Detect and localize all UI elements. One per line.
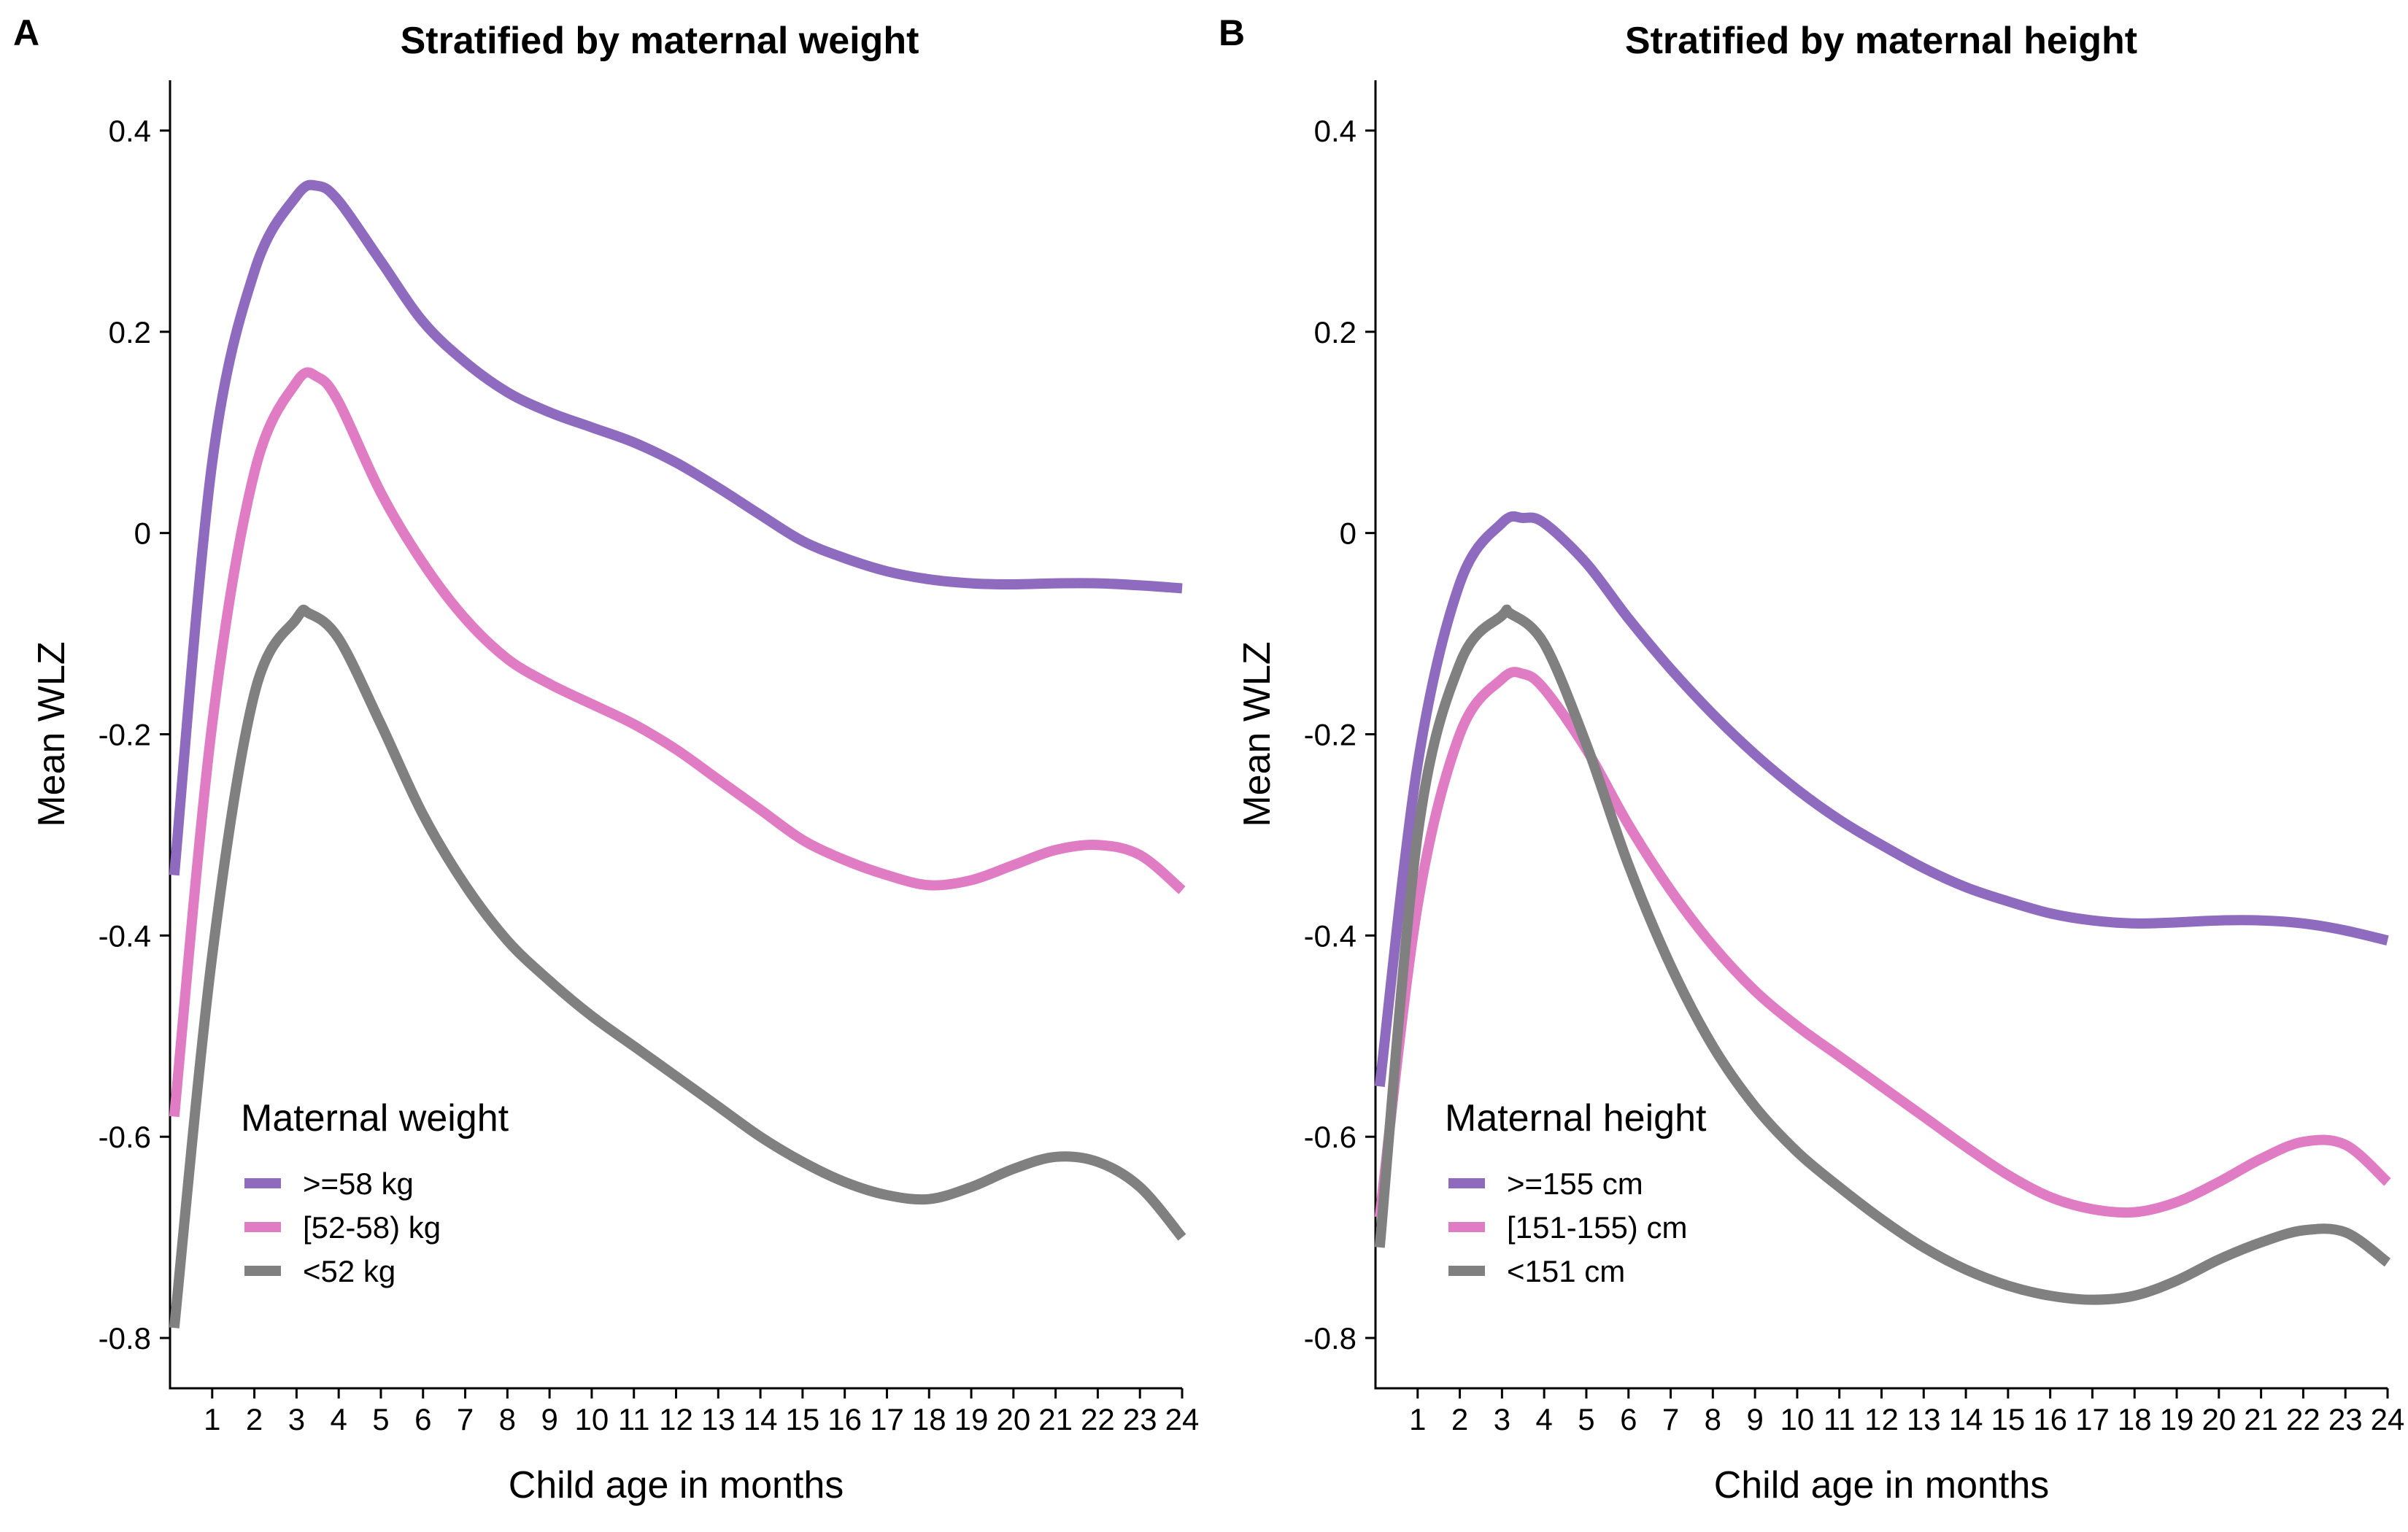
x-tick-label: 4 — [330, 1402, 347, 1436]
x-tick-label: 6 — [1620, 1402, 1637, 1436]
x-tick-label: 23 — [2328, 1402, 2363, 1436]
y-tick-label: -0.6 — [99, 1120, 151, 1154]
x-tick-label: 10 — [575, 1402, 609, 1436]
x-tick-label: 17 — [2075, 1402, 2110, 1436]
chart-panel-a: A Stratified by maternal weight -0.8 -0.6 -0… — [13, 12, 1199, 1506]
legend-label-3: <52 kg — [303, 1254, 395, 1288]
legend-label-1: >=155 cm — [1507, 1167, 1643, 1201]
y-tick-label: -0.2 — [1304, 718, 1357, 752]
x-tick-label: 20 — [996, 1402, 1030, 1436]
x-tick-label: 11 — [618, 1402, 650, 1436]
x-tick-label: 21 — [2244, 1402, 2278, 1436]
panel-letter: B — [1219, 12, 1245, 53]
panel-title: Stratified by maternal height — [1625, 20, 2137, 62]
x-tick-label: 8 — [1705, 1402, 1721, 1436]
x-tick-label: 16 — [827, 1402, 862, 1436]
x-tick-label: 11 — [1824, 1402, 1856, 1436]
series-line-2 — [1374, 667, 2391, 1218]
x-tick-label: 7 — [457, 1402, 474, 1436]
y-tick-label: -0.8 — [1304, 1321, 1357, 1355]
y-tick-label: -0.4 — [1304, 918, 1357, 953]
y-tick-label: 0 — [1340, 517, 1357, 551]
x-tick-label: 9 — [1746, 1402, 1763, 1436]
legend: Maternal height >=155 cm [151-155) cm <151 … — [1445, 1097, 1707, 1288]
x-tick-label: 3 — [288, 1402, 305, 1436]
legend-label-2: [52-58) kg — [303, 1210, 441, 1245]
y-tick-label: -0.2 — [99, 718, 151, 752]
x-tick-label: 3 — [1494, 1402, 1510, 1436]
series-line-3 — [1374, 604, 2391, 1305]
x-tick-label: 17 — [870, 1402, 904, 1436]
x-tick-label: 18 — [912, 1402, 946, 1436]
x-tick-label: 23 — [1123, 1402, 1157, 1436]
y-tick-label: -0.4 — [99, 918, 151, 953]
x-tick-label: 5 — [372, 1402, 389, 1436]
legend-title: Maternal height — [1445, 1097, 1707, 1140]
y-tick-label: -0.6 — [1304, 1120, 1357, 1154]
panel-letter: A — [13, 12, 39, 53]
x-tick-label: 14 — [744, 1402, 778, 1436]
x-tick-label: 13 — [1907, 1402, 1941, 1436]
x-tick-label: 7 — [1662, 1402, 1679, 1436]
legend-label-1: >=58 kg — [303, 1167, 414, 1201]
x-tick-label: 12 — [659, 1402, 693, 1436]
series-line-1 — [1374, 511, 2389, 1088]
legend-title: Maternal weight — [241, 1097, 509, 1140]
y-tick-label: 0.2 — [1314, 315, 1357, 349]
y-tick-label: -0.8 — [99, 1321, 151, 1355]
y-axis-title: Mean WLZ — [31, 641, 73, 827]
y-axis-title: Mean WLZ — [1236, 641, 1278, 827]
y-tick-label: 0.4 — [1314, 114, 1357, 148]
x-tick-label: 15 — [786, 1402, 820, 1436]
series-line-2 — [169, 367, 1186, 1118]
legend: Maternal weight >=58 kg [52-58) kg <52 kg — [241, 1097, 509, 1288]
chart-panel-b: B Stratified by maternal height -0.8 -0.6 -0… — [1219, 12, 2404, 1506]
x-tick-label: 20 — [2201, 1402, 2236, 1436]
x-tick-label: 2 — [246, 1402, 263, 1436]
x-tick-label: 4 — [1535, 1402, 1552, 1436]
y-tick-label: 0.2 — [109, 315, 151, 349]
panel-title: Stratified by maternal weight — [401, 20, 919, 62]
series-line-1 — [169, 179, 1183, 876]
x-tick-label: 5 — [1578, 1402, 1594, 1436]
x-tick-label: 18 — [2118, 1402, 2152, 1436]
x-tick-label: 6 — [414, 1402, 431, 1436]
x-tick-label: 10 — [1780, 1402, 1815, 1436]
x-tick-label: 21 — [1038, 1402, 1073, 1436]
x-tick-label: 16 — [2033, 1402, 2067, 1436]
x-tick-label: 14 — [1949, 1402, 1983, 1436]
x-tick-label: 22 — [1081, 1402, 1115, 1436]
x-tick-label: 24 — [1165, 1402, 1200, 1436]
x-tick-label: 19 — [954, 1402, 989, 1436]
y-tick-label: 0.4 — [109, 114, 151, 148]
x-tick-label: 22 — [2286, 1402, 2320, 1436]
x-tick-label: 8 — [499, 1402, 516, 1436]
x-axis-title: Child age in months — [1714, 1464, 2050, 1506]
x-tick-label: 19 — [2160, 1402, 2194, 1436]
y-tick-label: 0 — [134, 517, 151, 551]
x-tick-label: 24 — [2371, 1402, 2405, 1436]
x-tick-label: 15 — [1991, 1402, 2026, 1436]
legend-label-3: <151 cm — [1507, 1254, 1625, 1288]
x-tick-label: 13 — [701, 1402, 736, 1436]
x-tick-label: 1 — [204, 1402, 220, 1436]
x-tick-label: 9 — [541, 1402, 557, 1436]
x-axis-title: Child age in months — [509, 1464, 844, 1506]
x-tick-label: 2 — [1451, 1402, 1468, 1436]
legend-label-2: [151-155) cm — [1507, 1210, 1687, 1245]
x-tick-label: 1 — [1409, 1402, 1426, 1436]
series-line-3 — [169, 604, 1186, 1328]
x-tick-label: 12 — [1864, 1402, 1899, 1436]
